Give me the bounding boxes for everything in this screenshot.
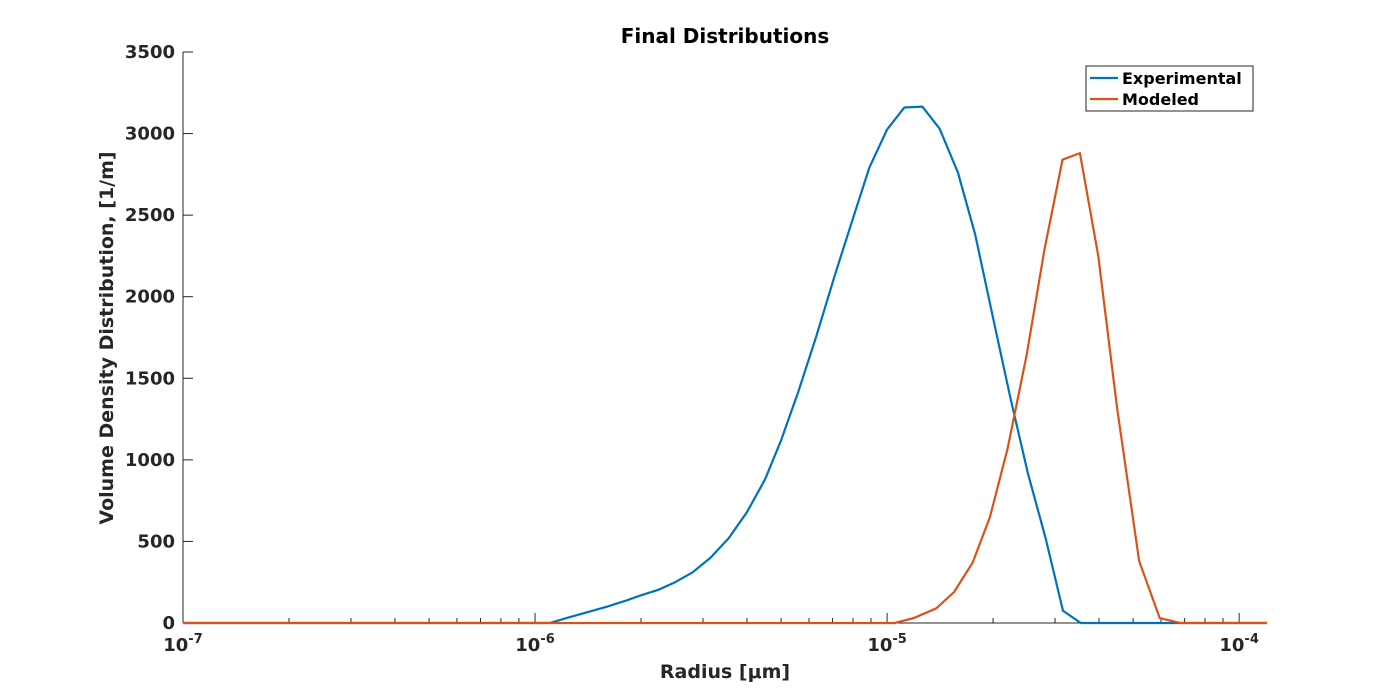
y-tick-label: 2000	[125, 287, 175, 308]
legend-label-experimental: Experimental	[1122, 69, 1242, 88]
y-tick-label: 1000	[125, 450, 175, 471]
y-axis-title: Volume Density Distribution, [1/m]	[96, 151, 118, 524]
series-layer	[183, 105, 1267, 625]
x-tick-label: 10-5	[867, 632, 907, 656]
x-tick-label: 10-6	[515, 632, 555, 656]
x-axis-title: Radius [μm]	[660, 661, 790, 683]
chart-title: Final Distributions	[621, 24, 830, 48]
y-tick-label: 2500	[125, 205, 175, 226]
y-tick-label: 3500	[125, 42, 175, 63]
series-line-experimental	[183, 105, 1267, 625]
axes-layer: 0 500 1000 1500 2000 2500 3000 3500 10-7 10-6 10-5…	[125, 42, 1267, 656]
y-tick-label: 1500	[125, 368, 175, 389]
x-tick-label: 10-7	[163, 632, 203, 656]
series-line-modeled	[183, 152, 1267, 625]
x-tick-label: 10-4	[1219, 632, 1259, 656]
legend-box	[1085, 65, 1254, 112]
y-tick-label: 3000	[125, 124, 175, 145]
y-tick-label: 500	[137, 531, 175, 552]
legend: Experimental Modeled	[1085, 65, 1254, 112]
labels-layer: Final Distributions Radius [μm] Volume D…	[96, 24, 829, 683]
y-tick-label: 0	[162, 613, 175, 634]
legend-label-modeled: Modeled	[1122, 90, 1199, 109]
